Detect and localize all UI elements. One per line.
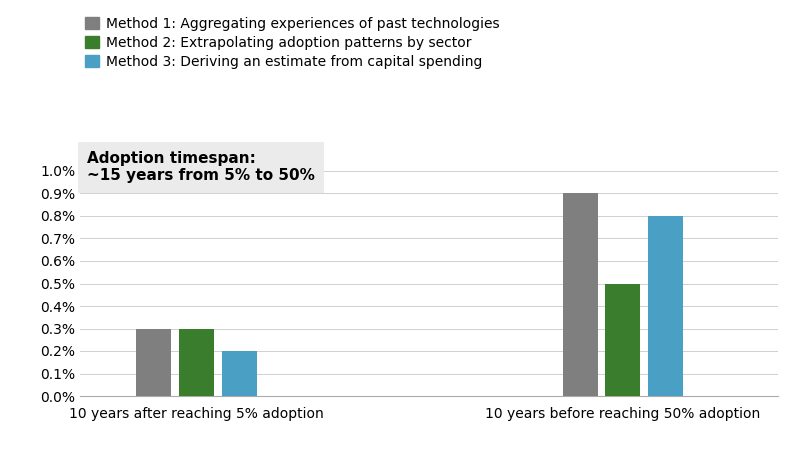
Bar: [179, 328, 214, 396]
Bar: [648, 216, 683, 396]
Text: Adoption timespan:
~15 years from 5% to 50%: Adoption timespan: ~15 years from 5% to …: [87, 151, 315, 184]
Bar: [136, 328, 172, 396]
Bar: [563, 194, 597, 396]
Bar: [606, 284, 640, 396]
Legend: Method 1: Aggregating experiences of past technologies, Method 2: Extrapolating : Method 1: Aggregating experiences of pas…: [79, 11, 504, 74]
Bar: [221, 351, 257, 396]
